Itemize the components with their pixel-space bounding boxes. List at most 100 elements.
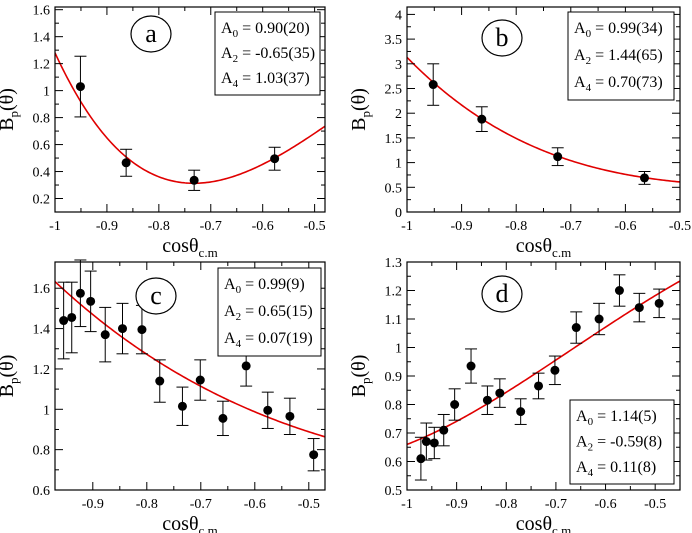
y-tick-label: 1.4 bbox=[33, 31, 51, 46]
point-marker bbox=[516, 407, 526, 417]
panel-a: -1 -0.9 -0.8 -0.7 -0.6 -0.5 0.2 0.4 0.6 0.8 1 1.2 1.… bbox=[0, 4, 326, 260]
y-tick-label: 0.6 bbox=[33, 139, 51, 154]
data-point bbox=[268, 146, 281, 171]
point-marker bbox=[67, 312, 77, 322]
panel-label: c bbox=[150, 281, 162, 310]
point-marker bbox=[155, 376, 165, 386]
x-tick-label: -0.6 bbox=[252, 219, 274, 234]
x-tick-label: -0.6 bbox=[614, 219, 636, 234]
legend-box bbox=[569, 399, 675, 485]
data-point bbox=[638, 170, 651, 185]
data-point bbox=[65, 281, 78, 354]
x-axis-title: cosθc.m bbox=[162, 513, 217, 533]
y-tick-label: 0.9 bbox=[385, 370, 403, 385]
legend-entry: A2 = 0.65(15) bbox=[224, 303, 313, 323]
x-tick-label: -0.5 bbox=[644, 497, 666, 512]
x-tick-label: -0.9 bbox=[96, 219, 118, 234]
data-point bbox=[570, 311, 583, 344]
legend-box bbox=[567, 11, 675, 101]
data-point bbox=[613, 274, 626, 307]
y-axis-title: Bp(θ) bbox=[348, 355, 373, 398]
x-axis-title: cosθc.m bbox=[162, 235, 217, 260]
y-tick-label: 0.5 bbox=[385, 181, 403, 196]
fit-curve bbox=[55, 52, 325, 185]
data-point bbox=[135, 304, 148, 355]
point-marker bbox=[421, 437, 431, 447]
point-marker bbox=[189, 175, 199, 185]
point-marker bbox=[137, 325, 147, 335]
legend-entry: A2 = -0.65(35) bbox=[221, 45, 315, 65]
plot-frame bbox=[406, 6, 681, 213]
legend-entry: A2 = 1.44(65) bbox=[574, 47, 663, 67]
data-point bbox=[216, 400, 229, 437]
panel-label: a bbox=[145, 19, 157, 48]
y-tick-label: 0.6 bbox=[33, 484, 51, 499]
legend-entry: A4 = 0.11(8) bbox=[576, 459, 656, 479]
x-tick-label: -0.5 bbox=[304, 219, 326, 234]
y-tick-label: 1.2 bbox=[33, 58, 51, 73]
y-tick-label: 0.8 bbox=[33, 112, 51, 127]
point-marker bbox=[534, 381, 544, 391]
point-marker bbox=[59, 316, 69, 326]
data-point bbox=[475, 106, 488, 132]
x-tick-label: -0.8 bbox=[495, 497, 517, 512]
y-tick-label: 1.3 bbox=[385, 256, 403, 271]
legend-entry: A4 = 0.07(19) bbox=[224, 330, 313, 350]
y-axis-title: Bp(θ) bbox=[348, 88, 373, 131]
data-point bbox=[548, 355, 561, 386]
y-tick-label: 2.5 bbox=[385, 83, 403, 98]
point-marker bbox=[118, 324, 127, 334]
point-marker bbox=[86, 296, 96, 306]
legend-entry: A0 = 0.90(20) bbox=[221, 20, 310, 40]
plot-frame bbox=[54, 6, 326, 213]
y-tick-label: 3 bbox=[395, 58, 402, 73]
data-point bbox=[283, 397, 296, 436]
data-point bbox=[465, 348, 478, 384]
point-marker bbox=[594, 314, 604, 324]
x-tick-label: -0.9 bbox=[82, 497, 104, 512]
data-point bbox=[514, 398, 527, 425]
point-marker bbox=[640, 173, 650, 183]
y-tick-label: 1.6 bbox=[33, 282, 51, 297]
point-marker bbox=[285, 411, 295, 421]
y-tick-label: 0.7 bbox=[385, 427, 403, 442]
legend-entry: A0 = 1.14(5) bbox=[576, 408, 657, 428]
point-marker bbox=[121, 158, 131, 168]
x-tick-label: -0.6 bbox=[594, 497, 616, 512]
y-tick-label: 0.2 bbox=[33, 193, 51, 208]
data-point bbox=[532, 372, 545, 400]
point-marker bbox=[218, 413, 228, 423]
y-tick-label: 1.2 bbox=[33, 363, 51, 378]
point-marker bbox=[195, 375, 205, 385]
panel-label-circle bbox=[130, 15, 172, 53]
point-marker bbox=[439, 425, 449, 435]
panel-c: -0.9 -0.8 -0.7 -0.6 -0.5 0.6 0.8 1 1.2 1.4 1.6 A0 =… bbox=[0, 259, 326, 533]
x-tick-label: -0.5 bbox=[669, 219, 691, 234]
x-tick-label: -0.7 bbox=[190, 497, 212, 512]
point-marker bbox=[495, 388, 505, 398]
data-point bbox=[448, 388, 461, 421]
data-point bbox=[427, 63, 440, 106]
panel-label-circle bbox=[481, 275, 523, 313]
point-marker bbox=[309, 450, 319, 460]
data-point bbox=[188, 169, 201, 191]
y-tick-label: 1 bbox=[395, 157, 402, 172]
x-tick-label: -1 bbox=[401, 219, 413, 234]
data-point bbox=[307, 438, 320, 472]
y-tick-label: 1 bbox=[395, 342, 402, 357]
point-marker bbox=[550, 365, 560, 375]
x-tick-label: -0.7 bbox=[560, 219, 582, 234]
y-tick-label: 4 bbox=[395, 8, 402, 23]
point-marker bbox=[654, 298, 664, 308]
point-marker bbox=[614, 286, 624, 295]
panel-d: -1 -0.9 -0.8 -0.7 -0.6 -0.5 0.5 0.6 0.7 0.8 0.9 1 1.… bbox=[348, 256, 681, 533]
y-tick-label: 0.8 bbox=[385, 399, 403, 414]
y-tick-label: 1 bbox=[43, 85, 50, 100]
legend-box bbox=[217, 267, 322, 357]
point-marker bbox=[75, 82, 85, 92]
point-marker bbox=[75, 288, 85, 298]
data-point bbox=[481, 385, 494, 415]
legend-entry: A0 = 0.99(9) bbox=[224, 276, 305, 296]
data-point bbox=[176, 386, 189, 426]
